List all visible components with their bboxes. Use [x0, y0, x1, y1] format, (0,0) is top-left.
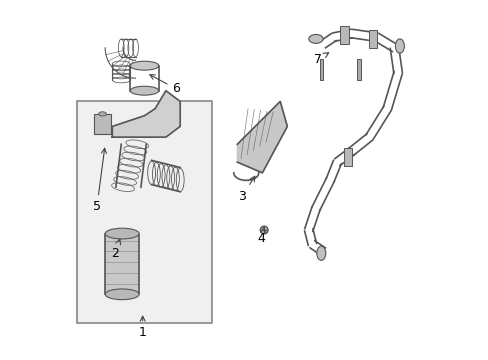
- Text: 5: 5: [93, 148, 106, 213]
- Bar: [368, 30, 377, 48]
- Text: 2: 2: [111, 239, 121, 260]
- Bar: [343, 148, 352, 166]
- Ellipse shape: [130, 61, 159, 70]
- Ellipse shape: [130, 86, 159, 95]
- Bar: [356, 59, 360, 80]
- Bar: [77, 102, 212, 323]
- Ellipse shape: [395, 39, 404, 53]
- Text: 6: 6: [149, 75, 180, 95]
- Bar: [319, 59, 323, 80]
- Bar: [340, 26, 348, 44]
- Bar: [105, 234, 139, 294]
- Ellipse shape: [316, 246, 325, 260]
- Ellipse shape: [105, 289, 139, 300]
- Ellipse shape: [105, 228, 139, 239]
- Ellipse shape: [260, 226, 267, 234]
- Polygon shape: [237, 102, 287, 173]
- Ellipse shape: [99, 112, 106, 116]
- Bar: [94, 114, 110, 134]
- Text: 1: 1: [139, 316, 146, 339]
- Text: 7: 7: [313, 53, 328, 66]
- Text: 3: 3: [238, 176, 254, 203]
- Polygon shape: [112, 91, 180, 137]
- Ellipse shape: [308, 35, 323, 43]
- Text: 4: 4: [257, 227, 265, 246]
